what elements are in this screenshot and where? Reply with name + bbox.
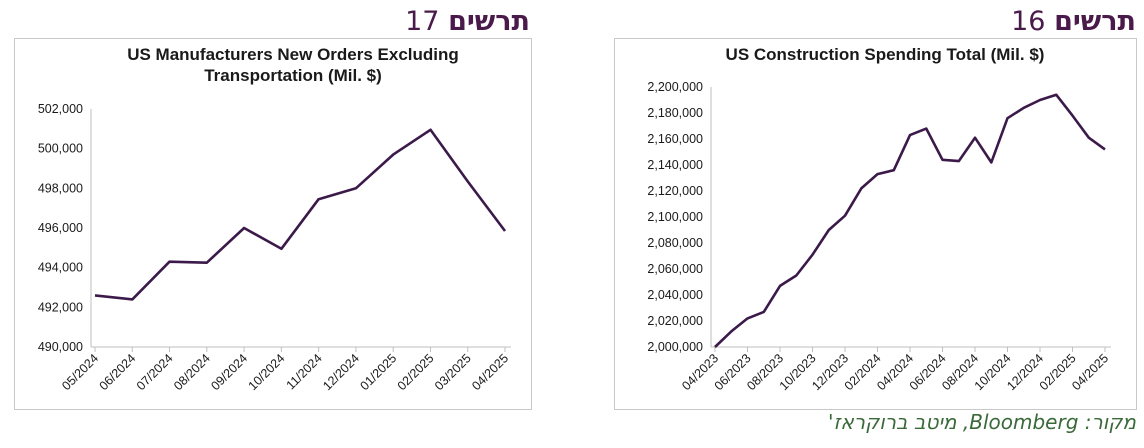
figure-17-number: 17 (405, 6, 440, 37)
y-tick-label: 498,000 (38, 181, 83, 195)
chart-title-line: Transportation (Mil. $) (204, 66, 382, 85)
y-tick-label: 2,020,000 (647, 314, 703, 328)
y-tick-label: 2,160,000 (647, 132, 703, 146)
y-tick-label: 2,000,000 (647, 340, 703, 354)
chart-title-line: US Manufacturers New Orders Excluding (127, 45, 459, 64)
source-note: מקור: Bloomberg, מיטב ברוקראז' (828, 410, 1136, 434)
x-tick-label: 02/2025 (395, 351, 437, 393)
series-line (94, 128, 507, 301)
chart-construction-spending: US Construction Spending Total (Mil. $) 2… (647, 45, 1111, 393)
x-tick-label: 09/2024 (208, 351, 250, 393)
x-tick-label: 12/2024 (320, 351, 362, 393)
chart-new-orders: US Manufacturers New Orders Excluding Tra… (38, 45, 511, 393)
x-tick-label: 04/2025 (1069, 351, 1111, 393)
figure-16-header: תרשים 16 (1011, 6, 1136, 37)
y-tick-label: 2,200,000 (647, 80, 703, 94)
x-tick-label: 11/2024 (284, 351, 325, 392)
chart-panel-construction: US Construction Spending Total (Mil. $) 2… (614, 38, 1137, 410)
chart-panel-new-orders: US Manufacturers New Orders Excluding Tra… (14, 38, 532, 410)
y-tick-label: 492,000 (38, 300, 83, 314)
x-tick-label: 10/2024 (246, 351, 288, 393)
figure-17-word: תרשים (448, 6, 530, 37)
y-tick-label: 2,100,000 (647, 210, 703, 224)
y-tick-label: 2,040,000 (647, 288, 703, 302)
x-tick-label: 03/2025 (432, 351, 474, 393)
y-tick-label: 494,000 (38, 261, 83, 275)
figure-17-header: תרשים 17 (405, 6, 530, 37)
x-tick-label: 08/2024 (171, 351, 213, 393)
x-tick-label: 04/2025 (469, 351, 511, 393)
x-tick-label: 06/2024 (97, 351, 139, 393)
x-tick-label: 07/2024 (134, 351, 176, 393)
y-tick-label: 2,120,000 (647, 184, 703, 198)
x-tick-label: 01/2025 (357, 351, 399, 393)
y-tick-label: 500,000 (38, 142, 83, 156)
y-tick-label: 2,180,000 (647, 106, 703, 120)
y-tick-label: 490,000 (38, 340, 83, 354)
figure-16-word: תרשים (1054, 6, 1136, 37)
x-tick-label: 05/2024 (59, 351, 101, 393)
y-tick-label: 502,000 (38, 102, 83, 116)
series-line (714, 93, 1106, 348)
y-tick-label: 2,080,000 (647, 236, 703, 250)
chart-title-line: US Construction Spending Total (Mil. $) (726, 45, 1045, 64)
y-tick-label: 2,140,000 (647, 158, 703, 172)
y-tick-label: 2,060,000 (647, 262, 703, 276)
y-tick-label: 496,000 (38, 221, 83, 235)
figure-16-number: 16 (1011, 6, 1046, 37)
